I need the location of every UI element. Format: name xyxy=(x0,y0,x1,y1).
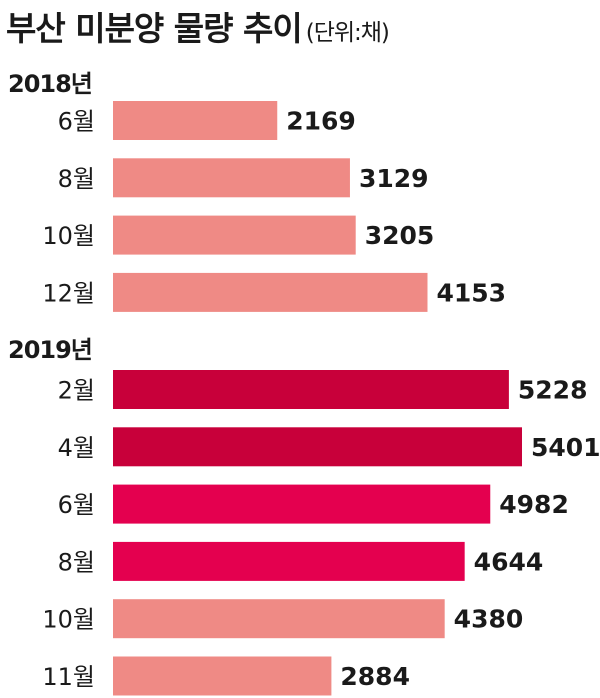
category-label: 11월 xyxy=(42,663,95,691)
value-label: 4982 xyxy=(499,490,569,519)
category-label: 6월 xyxy=(58,108,95,136)
unit-label: (단위:채) xyxy=(305,20,390,46)
bar xyxy=(113,272,428,312)
value-label: 2169 xyxy=(286,107,356,136)
group-label-2019: 2019년 xyxy=(8,336,93,364)
category-label: 4월 xyxy=(58,434,95,462)
bar xyxy=(113,656,332,696)
bar xyxy=(113,427,522,467)
value-label: 2884 xyxy=(340,662,410,691)
bar xyxy=(113,370,509,409)
chart-header: 부산 미분양 물량 추이 (단위:채) xyxy=(6,2,390,50)
value-label: 3205 xyxy=(365,221,435,250)
value-label: 4380 xyxy=(454,605,524,634)
bar xyxy=(113,599,445,639)
value-label: 5228 xyxy=(518,376,588,405)
value-label: 5401 xyxy=(531,433,600,462)
category-label: 12월 xyxy=(42,279,95,307)
category-label: 2월 xyxy=(58,377,95,405)
value-label: 4644 xyxy=(474,547,544,576)
bar xyxy=(113,484,491,524)
group-label-2018: 2018년 xyxy=(8,70,93,98)
value-label: 4153 xyxy=(436,278,506,307)
bar xyxy=(113,101,278,140)
category-label: 10월 xyxy=(42,606,95,634)
bar xyxy=(113,541,465,581)
bar xyxy=(113,158,350,198)
bar xyxy=(113,215,356,255)
category-label: 10월 xyxy=(42,222,95,250)
category-label: 8월 xyxy=(58,548,95,576)
category-label: 6월 xyxy=(58,491,95,519)
value-label: 3129 xyxy=(359,164,429,193)
category-label: 8월 xyxy=(58,165,95,193)
chart-title: 부산 미분양 물량 추이 xyxy=(6,9,303,48)
